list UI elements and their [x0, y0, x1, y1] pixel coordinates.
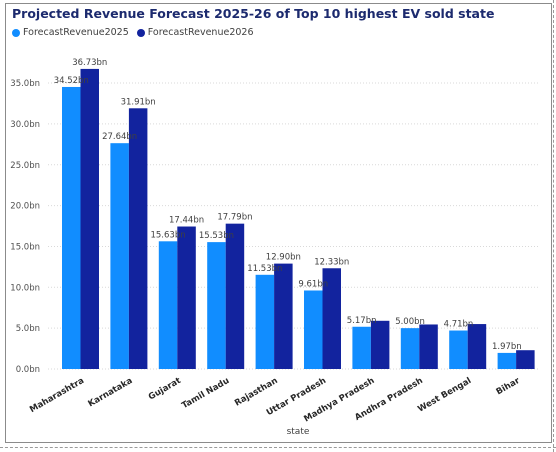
data-label: 1.97bn	[492, 342, 522, 352]
y-tick-label: 15.0bn	[10, 242, 40, 252]
bar-2026[interactable]	[516, 350, 535, 369]
selection-border-bottom	[0, 447, 556, 448]
data-label: 27.64bn	[102, 132, 137, 142]
data-label: 5.17bn	[347, 316, 377, 326]
bar-2025[interactable]	[158, 241, 178, 369]
bar-2026[interactable]	[274, 263, 293, 369]
category-label: Karnataka	[87, 376, 135, 410]
category-label: Gujarat	[147, 376, 183, 402]
bar-2026[interactable]	[467, 324, 487, 369]
legend-item-2026[interactable]: ForecastRevenue2026	[136, 27, 254, 38]
category-label: Bihar	[495, 376, 523, 398]
data-label: 36.73bn	[72, 58, 107, 68]
bar-2026[interactable]	[128, 108, 148, 370]
data-label: 5.00bn	[395, 317, 425, 327]
bar-2026[interactable]	[225, 223, 245, 369]
x-axis-label: state	[287, 427, 310, 437]
data-label: 12.33bn	[314, 257, 349, 267]
bar-2026[interactable]	[370, 320, 390, 369]
bar-2025[interactable]	[449, 330, 468, 369]
bar-2025[interactable]	[110, 143, 129, 369]
legend-label-2025: ForecastRevenue2025	[23, 27, 129, 38]
bar-2026[interactable]	[322, 268, 342, 369]
data-label: 17.79bn	[217, 213, 252, 223]
bar-2025[interactable]	[352, 326, 371, 369]
data-label: 4.71bn	[444, 320, 474, 330]
data-label: 31.91bn	[121, 97, 156, 107]
bar-2025[interactable]	[497, 352, 517, 369]
data-label: 12.90bn	[266, 253, 301, 263]
chart-title: Projected Revenue Forecast 2025-26 of To…	[12, 6, 495, 21]
y-tick-label: 0.0bn	[16, 365, 40, 375]
bar-2025[interactable]	[62, 86, 81, 369]
legend-dot-2025	[12, 28, 20, 37]
data-label: 11.53bn	[247, 264, 282, 274]
y-tick-label: 10.0bn	[10, 283, 40, 293]
y-tick-label: 35.0bn	[10, 79, 40, 89]
y-axis: 0.0bn 5.0bn 10.0bn 15.0bn 20.0bn 25.0bn 30.0bn…	[10, 79, 40, 375]
bar-2025[interactable]	[255, 274, 275, 369]
data-label: 9.61bn	[298, 279, 328, 289]
bar-2025[interactable]	[304, 290, 323, 369]
legend: ForecastRevenue2025 ForecastRevenue2026	[12, 27, 254, 38]
y-tick-label: 30.0bn	[10, 120, 40, 130]
category-label: Tamil Nadu	[180, 376, 231, 411]
data-labels: 34.52bn 36.73bn 27.64bn 31.91bn 15.63bn 17.44…	[54, 58, 522, 352]
selection-border-right	[553, 0, 554, 452]
data-label: 15.53bn	[199, 231, 234, 241]
category-label: West Bengal	[416, 376, 473, 415]
data-label: 34.52bn	[54, 76, 89, 86]
category-label: Rajasthan	[233, 376, 279, 409]
bars	[62, 68, 535, 370]
data-label: 15.63bn	[150, 230, 185, 240]
data-label: 17.44bn	[169, 216, 204, 226]
category-label: Maharashtra	[28, 376, 86, 415]
bar-2026[interactable]	[419, 324, 438, 369]
bar-2026[interactable]	[177, 226, 196, 369]
bar-2025[interactable]	[400, 328, 420, 369]
legend-label-2026: ForecastRevenue2026	[147, 27, 254, 38]
y-tick-label: 25.0bn	[10, 161, 40, 171]
bar-2025[interactable]	[207, 242, 226, 369]
y-tick-label: 20.0bn	[10, 202, 40, 212]
bar-2026[interactable]	[80, 68, 100, 370]
y-tick-label: 5.0bn	[16, 324, 40, 334]
legend-item-2025[interactable]: ForecastRevenue2025	[12, 27, 129, 38]
legend-dot-2026	[136, 28, 145, 37]
